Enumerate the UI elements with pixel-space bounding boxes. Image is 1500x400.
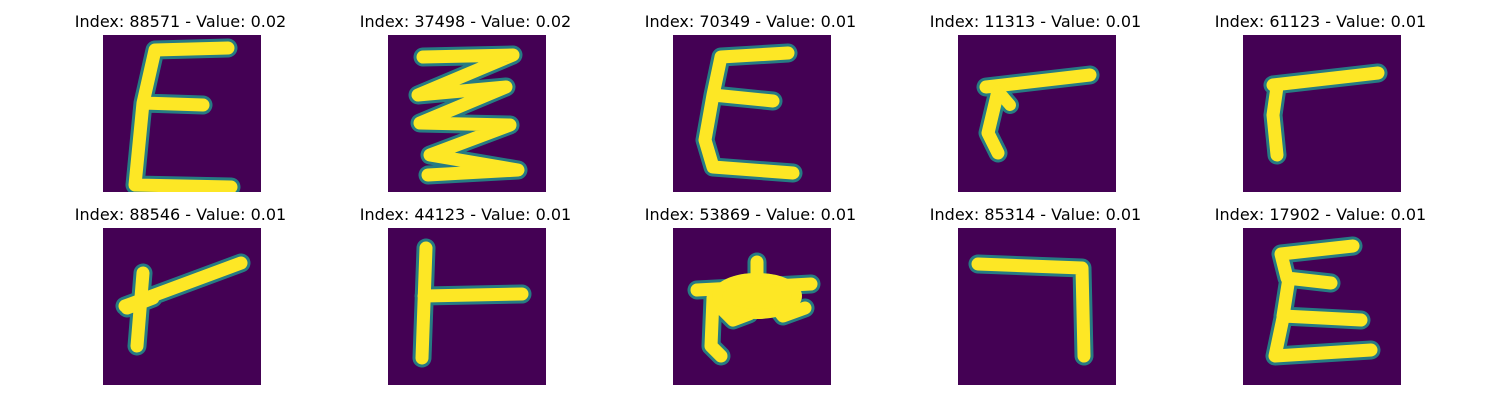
glyph-image (388, 228, 546, 385)
glyph-image (958, 228, 1116, 385)
cell-title: Index: 37498 - Value: 0.02 (359, 12, 572, 31)
grid-cell: Index: 17902 - Value: 0.01 (1178, 193, 1463, 385)
cell-title: Index: 70349 - Value: 0.01 (644, 12, 857, 31)
glyph-image (958, 35, 1116, 192)
grid-cell: Index: 53869 - Value: 0.01 (608, 193, 893, 385)
glyph-image (1243, 35, 1401, 192)
grid-cell: Index: 85314 - Value: 0.01 (893, 193, 1178, 385)
grid-cell: Index: 61123 - Value: 0.01 (1178, 0, 1463, 192)
glyph-image (1243, 228, 1401, 385)
glyph-image (103, 228, 261, 385)
cell-title: Index: 17902 - Value: 0.01 (1214, 205, 1427, 224)
cell-title: Index: 44123 - Value: 0.01 (359, 205, 572, 224)
cell-title: Index: 11313 - Value: 0.01 (929, 12, 1142, 31)
glyph-image (103, 35, 261, 192)
cell-title: Index: 88546 - Value: 0.01 (74, 205, 287, 224)
glyph-image (673, 228, 831, 385)
grid-cell: Index: 70349 - Value: 0.01 (608, 0, 893, 192)
grid-cell: Index: 37498 - Value: 0.02 (323, 0, 608, 192)
cell-title: Index: 85314 - Value: 0.01 (929, 205, 1142, 224)
grid-cell: Index: 11313 - Value: 0.01 (893, 0, 1178, 192)
cell-title: Index: 53869 - Value: 0.01 (644, 205, 857, 224)
glyph-image (673, 35, 831, 192)
cell-title: Index: 61123 - Value: 0.01 (1214, 12, 1427, 31)
glyph-image (388, 35, 546, 192)
grid-cell: Index: 44123 - Value: 0.01 (323, 193, 608, 385)
cell-title: Index: 88571 - Value: 0.02 (74, 12, 287, 31)
grid-cell: Index: 88546 - Value: 0.01 (38, 193, 323, 385)
grid-cell: Index: 88571 - Value: 0.02 (38, 0, 323, 192)
